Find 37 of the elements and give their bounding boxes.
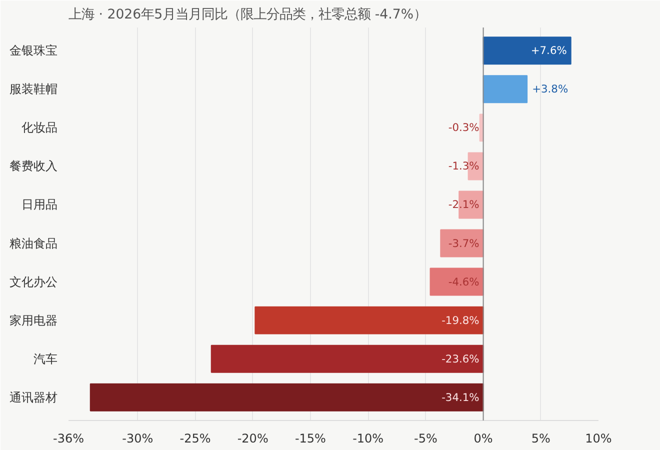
data-label: +3.8% (532, 82, 568, 96)
x-tick-label: -20% (237, 432, 268, 446)
data-label: +7.6% (530, 44, 567, 58)
x-tick-label: -15% (294, 432, 326, 446)
x-tick-label: -25% (180, 432, 211, 446)
y-tick-label: 金银珠宝 (10, 44, 58, 58)
chart-title: 上海 · 2026年5月当月同比（限上分品类，社零总额 -4.7%） (68, 8, 427, 22)
data-label: -23.6% (442, 352, 480, 366)
bar (482, 75, 528, 104)
y-tick-label: 服装鞋帽 (10, 82, 58, 96)
x-tick-label: -5% (414, 432, 438, 446)
y-tick-label: 粮油食品 (10, 236, 58, 250)
y-tick-label: 通讯器材 (10, 390, 58, 404)
y-tick-label: 家用电器 (10, 313, 58, 328)
y-tick-label: 日用品 (22, 198, 58, 212)
x-tick-label: -30% (122, 432, 154, 446)
y-tick-label: 化妆品 (22, 120, 58, 135)
x-tick-label: -10% (352, 432, 384, 446)
data-label: -34.1% (442, 390, 480, 404)
x-tick-label: 0% (474, 432, 493, 446)
x-tick-label: -36% (53, 432, 84, 446)
y-tick-label: 餐费收入 (10, 159, 58, 174)
x-tick-label: 10% (585, 432, 612, 446)
bar (440, 229, 484, 258)
data-label: -1.3% (448, 160, 480, 173)
data-label: -3.7% (448, 236, 480, 250)
y-tick-label: 文化办公 (10, 274, 58, 289)
data-label: -0.3% (448, 121, 480, 134)
data-label: -4.6% (448, 275, 480, 288)
bar (210, 344, 484, 373)
data-label: -19.8% (442, 314, 480, 327)
bar (430, 268, 484, 296)
x-tick-label: 5% (531, 432, 550, 446)
bar (254, 306, 484, 334)
bar (90, 383, 484, 412)
bar (482, 36, 572, 65)
y-tick-label: 汽车 (34, 352, 58, 366)
